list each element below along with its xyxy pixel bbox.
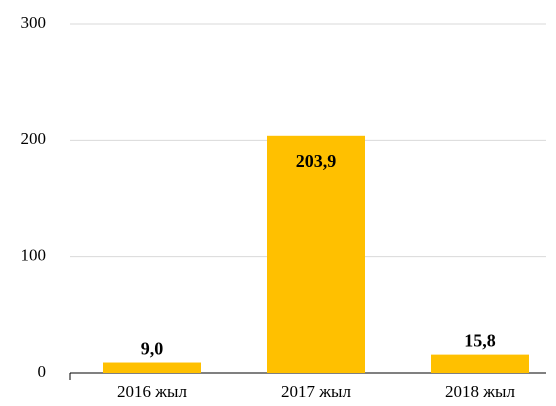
bar	[103, 362, 201, 373]
bar	[431, 354, 529, 373]
data-label: 15,8	[464, 331, 496, 351]
bar	[267, 135, 365, 373]
y-tick-label: 300	[21, 13, 47, 32]
x-tick-label: 2018 жыл	[445, 382, 515, 401]
y-tick-label: 0	[38, 362, 47, 381]
data-label: 203,9	[296, 151, 337, 171]
x-tick-label: 2016 жыл	[117, 382, 187, 401]
x-tick-label: 2017 жыл	[281, 382, 351, 401]
y-tick-label: 200	[21, 129, 47, 148]
data-label: 9,0	[141, 339, 164, 359]
y-tick-label: 100	[21, 246, 47, 265]
